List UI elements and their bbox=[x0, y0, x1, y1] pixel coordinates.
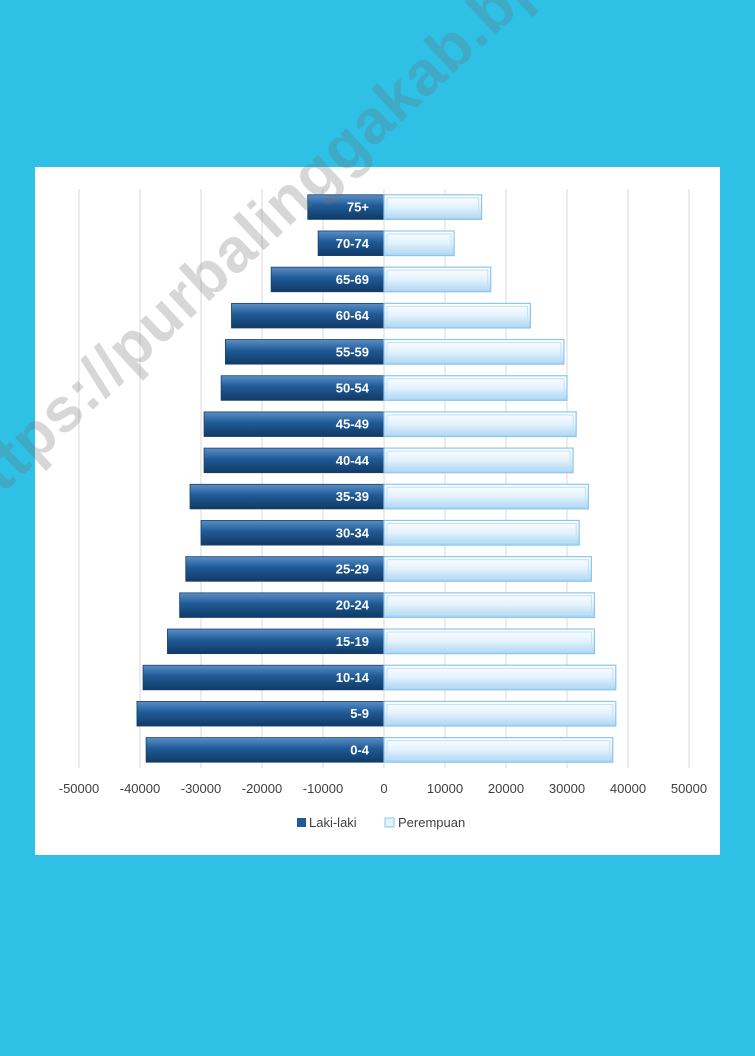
chart-panel: 0-4 5-9 10-14 15-19 20-24 25-29 30-34 35-39 40-4… bbox=[35, 167, 720, 855]
legend-label-perempuan: Perempuan bbox=[398, 815, 465, 830]
bar-perempuan bbox=[383, 556, 592, 582]
bar-laki-laki bbox=[231, 302, 385, 329]
x-tick-label: 40000 bbox=[610, 781, 646, 796]
category-label: 70-74 bbox=[336, 236, 370, 251]
x-tick-label: 0 bbox=[380, 781, 387, 796]
x-tick-label: 50000 bbox=[671, 781, 707, 796]
category-label: 20-24 bbox=[336, 598, 370, 613]
x-tick-label: -40000 bbox=[120, 781, 160, 796]
bar-perempuan bbox=[383, 592, 596, 619]
category-label: 35-39 bbox=[336, 489, 369, 504]
bar-perempuan bbox=[383, 483, 589, 510]
category-label: 0-4 bbox=[350, 742, 370, 757]
bar-laki-laki bbox=[142, 664, 385, 691]
bar-perempuan-bevel bbox=[386, 667, 614, 688]
bar-perempuan-bevel bbox=[386, 703, 614, 724]
category-label: 30-34 bbox=[336, 525, 370, 540]
bar-perempuan-bevel bbox=[386, 233, 452, 254]
legend-swatch-laki-laki bbox=[297, 818, 306, 827]
bar-perempuan-bevel bbox=[386, 559, 589, 579]
bar-perempuan bbox=[383, 447, 574, 474]
bar-perempuan-bevel bbox=[386, 305, 528, 326]
bar-perempuan bbox=[383, 700, 617, 727]
legend-swatch-perempuan bbox=[384, 817, 395, 828]
x-tick-label: 10000 bbox=[427, 781, 463, 796]
bar-perempuan bbox=[383, 338, 565, 365]
bar-perempuan bbox=[383, 737, 614, 763]
category-label: 50-54 bbox=[336, 381, 370, 396]
bar-perempuan-bevel bbox=[386, 414, 574, 435]
bar-perempuan-bevel bbox=[386, 740, 611, 760]
bar-laki-laki bbox=[185, 556, 385, 582]
category-label: 40-44 bbox=[336, 453, 370, 468]
bar-laki-laki bbox=[203, 411, 385, 437]
category-label: 25-29 bbox=[336, 561, 369, 576]
x-tick-label: -10000 bbox=[303, 781, 343, 796]
bar-perempuan-bevel bbox=[386, 342, 562, 362]
bar-laki-laki bbox=[317, 230, 385, 256]
x-tick-label: -30000 bbox=[181, 781, 221, 796]
category-label: 60-64 bbox=[336, 308, 370, 323]
bar-laki-laki bbox=[136, 701, 385, 727]
bar-perempuan-bevel bbox=[386, 522, 577, 543]
bar-laki-laki bbox=[189, 483, 385, 510]
bar-perempuan-bevel bbox=[386, 595, 592, 615]
bar-perempuan-bevel bbox=[386, 486, 586, 507]
bar-perempuan bbox=[383, 375, 568, 401]
bar-laki-laki bbox=[220, 375, 385, 401]
population-pyramid-chart: 0-4 5-9 10-14 15-19 20-24 25-29 30-34 35-39 40-4… bbox=[59, 189, 707, 830]
bar-perempuan-bevel bbox=[386, 450, 571, 471]
category-label: 75+ bbox=[347, 200, 369, 215]
category-label: 45-49 bbox=[336, 417, 369, 432]
category-label: 5-9 bbox=[350, 706, 369, 721]
bar-perempuan bbox=[383, 230, 455, 257]
bar-perempuan bbox=[383, 302, 531, 329]
bar-laki-laki bbox=[145, 737, 385, 763]
x-tick-label: -20000 bbox=[242, 781, 282, 796]
bar-laki-laki bbox=[203, 447, 385, 474]
bar-perempuan bbox=[383, 411, 577, 438]
bar-laki-laki bbox=[200, 520, 385, 546]
category-label: 10-14 bbox=[336, 670, 370, 685]
bar-laki-laki bbox=[270, 266, 385, 293]
bar-perempuan bbox=[383, 266, 492, 293]
category-label: 55-59 bbox=[336, 344, 369, 359]
bar-perempuan-bevel bbox=[386, 269, 489, 290]
bar-perempuan-bevel bbox=[386, 197, 480, 217]
bar-perempuan-bevel bbox=[386, 378, 565, 398]
legend-label-laki-laki: Laki-laki bbox=[309, 815, 357, 830]
bar-laki-laki bbox=[307, 194, 385, 220]
bar-perempuan-bevel bbox=[386, 631, 592, 652]
category-label: 65-69 bbox=[336, 272, 369, 287]
bar-laki-laki bbox=[179, 592, 385, 618]
category-label: 15-19 bbox=[336, 634, 369, 649]
x-tick-label: 20000 bbox=[488, 781, 524, 796]
bar-perempuan bbox=[383, 628, 596, 655]
bar-perempuan bbox=[383, 664, 617, 691]
bar-perempuan bbox=[383, 519, 580, 546]
bar-perempuan bbox=[383, 194, 483, 220]
x-tick-label: -50000 bbox=[59, 781, 99, 796]
x-tick-label: 30000 bbox=[549, 781, 585, 796]
